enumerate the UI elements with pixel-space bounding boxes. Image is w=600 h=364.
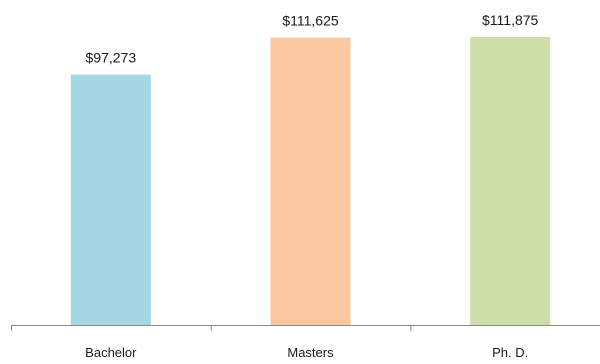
data-label-2: $111,875 <box>482 12 539 28</box>
data-label-0: $97,273 <box>86 50 137 66</box>
x-tick-label-0: Bachelor <box>85 345 137 360</box>
data-label-1: $111,625 <box>282 13 339 29</box>
x-tick-label-1: Masters <box>287 345 334 360</box>
bar-0 <box>70 74 151 325</box>
x-tick-label-2: Ph. D. <box>492 345 528 360</box>
bar-1 <box>270 37 351 325</box>
bar-2 <box>470 37 551 325</box>
